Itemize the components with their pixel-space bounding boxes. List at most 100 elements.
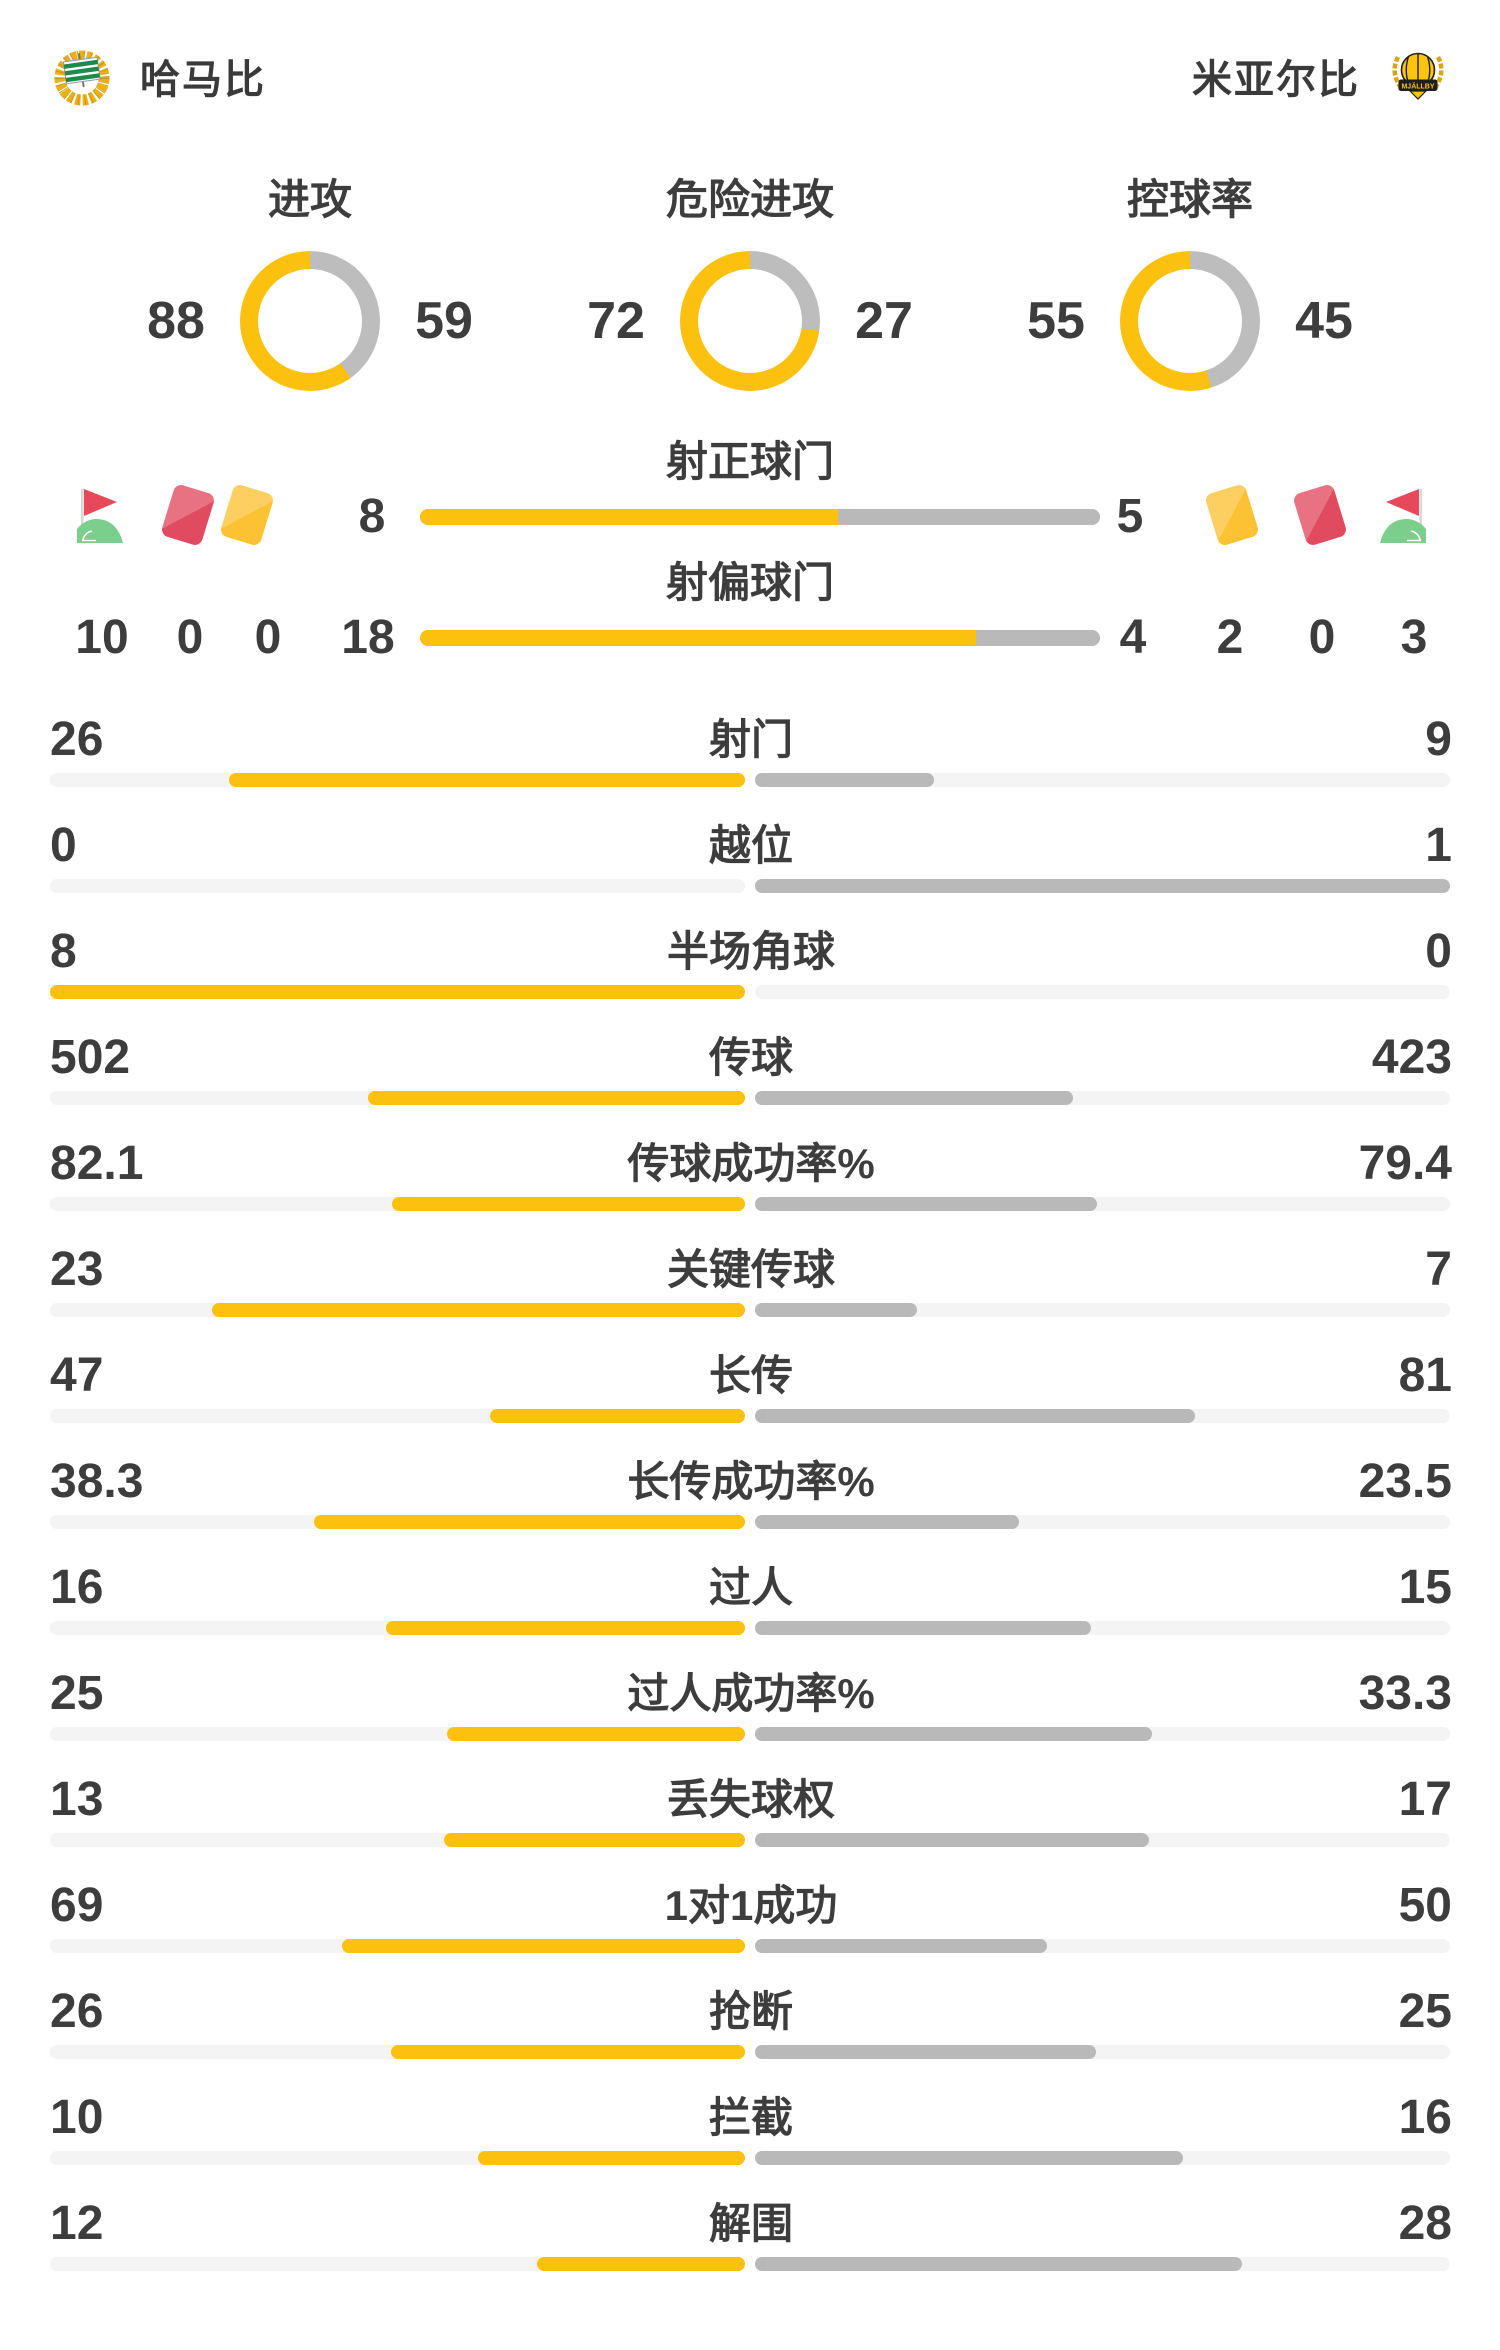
stat-home-bar <box>314 1515 745 1529</box>
stat-label: 丢失球权 <box>666 1776 835 1823</box>
stat-away-value: 0 <box>1425 925 1452 978</box>
shots-off-target-title: 射偏球门 <box>665 559 834 606</box>
corner-flag-icon <box>77 489 123 543</box>
stat-home-value: 82.1 <box>50 1137 144 1190</box>
stat-row: 8 半场角球 0 <box>0 899 1500 1005</box>
stat-away-value: 1 <box>1425 819 1452 872</box>
stat-track-away <box>755 1833 1450 1847</box>
stat-track-away <box>755 1091 1450 1105</box>
stat-home-bar <box>212 1303 745 1317</box>
stat-away-value: 15 <box>1398 1561 1452 1614</box>
hammarby-crest-icon <box>54 50 110 106</box>
shots-on-target-home-fill <box>420 509 839 525</box>
stat-label: 射门 <box>708 716 793 763</box>
stat-label: 传球成功率% <box>627 1140 875 1187</box>
mjallby-crest-icon: MJÄLLBY <box>1392 52 1444 100</box>
donut-ring <box>240 251 380 391</box>
stat-home-bar <box>386 1621 745 1635</box>
stat-row: 16 过人 15 <box>0 1535 1500 1641</box>
shots-on-target-away-value: 5 <box>1116 490 1144 543</box>
stat-line: 26 抢断 25 <box>50 1975 1452 2049</box>
stat-away-bar <box>755 1833 1149 1847</box>
donut-away-value: 27 <box>855 292 913 350</box>
stat-track-home <box>50 1621 745 1635</box>
shots-on-target-bar <box>420 509 1100 525</box>
stat-track-away <box>755 1621 1450 1635</box>
stat-away-bar <box>755 1727 1152 1741</box>
stat-row: 38.3 长传成功率% 23.5 <box>0 1429 1500 1535</box>
stat-label: 越位 <box>708 822 793 869</box>
stat-away-value: 79.4 <box>1358 1137 1452 1190</box>
away-yellow-cards-count: 2 <box>1216 611 1244 664</box>
donut-ring <box>680 251 820 391</box>
stat-home-bar <box>477 2151 745 2165</box>
stat-away-value: 33.3 <box>1358 1667 1452 1720</box>
stat-home-bar <box>342 1939 745 1953</box>
stat-line: 12 解围 28 <box>50 2187 1452 2261</box>
stat-home-value: 13 <box>50 1773 104 1826</box>
stat-track-home <box>50 879 745 893</box>
stat-home-value: 16 <box>50 1561 104 1614</box>
stat-home-bar <box>391 1197 745 1211</box>
stat-track-away <box>755 2045 1450 2059</box>
stat-away-bar <box>755 1515 1020 1529</box>
stat-home-bar <box>443 1833 745 1847</box>
away-team: 米亚尔比 MJÄLLBY <box>1192 44 1450 108</box>
stat-home-value: 8 <box>50 925 77 978</box>
stat-row: 12 解围 28 <box>0 2171 1500 2277</box>
home-team: 哈马比 <box>50 44 266 108</box>
stat-track-away <box>755 2151 1450 2165</box>
stat-label: 拦截 <box>708 2094 793 2141</box>
donut-away-value: 45 <box>1295 292 1353 350</box>
stat-track-home <box>50 1197 745 1211</box>
stat-away-value: 25 <box>1398 1985 1452 2038</box>
shots-off-target-home-fill <box>420 630 977 646</box>
stat-away-value: 9 <box>1425 713 1452 766</box>
home-red-cards-count: 0 <box>176 611 204 664</box>
stat-label: 半场角球 <box>666 928 835 975</box>
stat-away-value: 28 <box>1398 2197 1452 2250</box>
stat-line: 13 丢失球权 17 <box>50 1763 1452 1837</box>
donut-row: 88 59 <box>90 251 530 391</box>
donut-row: 55 45 <box>970 251 1410 391</box>
red-card-icon <box>1292 483 1348 547</box>
home-corners-count: 10 <box>75 611 129 664</box>
stat-track-home <box>50 2151 745 2165</box>
stat-home-bar <box>50 985 745 999</box>
stat-line: 502 传球 423 <box>50 1021 1452 1095</box>
stat-row: 10 拦截 16 <box>0 2065 1500 2171</box>
stat-label: 过人 <box>708 1564 793 1611</box>
svg-text:MJÄLLBY: MJÄLLBY <box>1401 82 1434 90</box>
stat-away-bar <box>755 2257 1242 2271</box>
donut-cell: 危险进攻 72 27 <box>530 172 970 391</box>
stat-away-bar <box>755 1303 918 1317</box>
shots-off-target-away-fill <box>976 630 1100 646</box>
stat-track-away <box>755 2257 1450 2271</box>
stat-home-value: 26 <box>50 1985 104 2038</box>
stat-away-bar <box>755 1091 1073 1105</box>
stat-home-value: 26 <box>50 713 104 766</box>
stat-home-bar <box>390 2045 745 2059</box>
stat-label: 关键传球 <box>666 1246 835 1293</box>
stat-track-home <box>50 1303 745 1317</box>
stat-track-away <box>755 1939 1450 1953</box>
stat-label: 解围 <box>708 2200 793 2247</box>
stat-away-value: 7 <box>1425 1243 1452 1296</box>
stat-track-home <box>50 1091 745 1105</box>
stat-home-value: 25 <box>50 1667 104 1720</box>
shots-on-target-home-value: 8 <box>358 490 386 543</box>
stat-home-value: 69 <box>50 1879 104 1932</box>
home-team-name: 哈马比 <box>140 58 266 102</box>
stat-away-bar <box>755 1409 1195 1423</box>
stat-line: 47 长传 81 <box>50 1339 1452 1413</box>
stat-row: 26 抢断 25 <box>0 1959 1500 2065</box>
donut-home-value: 55 <box>1027 292 1085 350</box>
stat-away-value: 423 <box>1371 1031 1452 1084</box>
stat-home-bar <box>489 1409 745 1423</box>
stat-home-value: 23 <box>50 1243 104 1296</box>
shots-off-target-bar <box>420 630 1100 646</box>
stat-row: 502 传球 423 <box>0 1005 1500 1111</box>
donut-cell: 控球率 55 45 <box>970 172 1410 391</box>
stat-track-home <box>50 1939 745 1953</box>
